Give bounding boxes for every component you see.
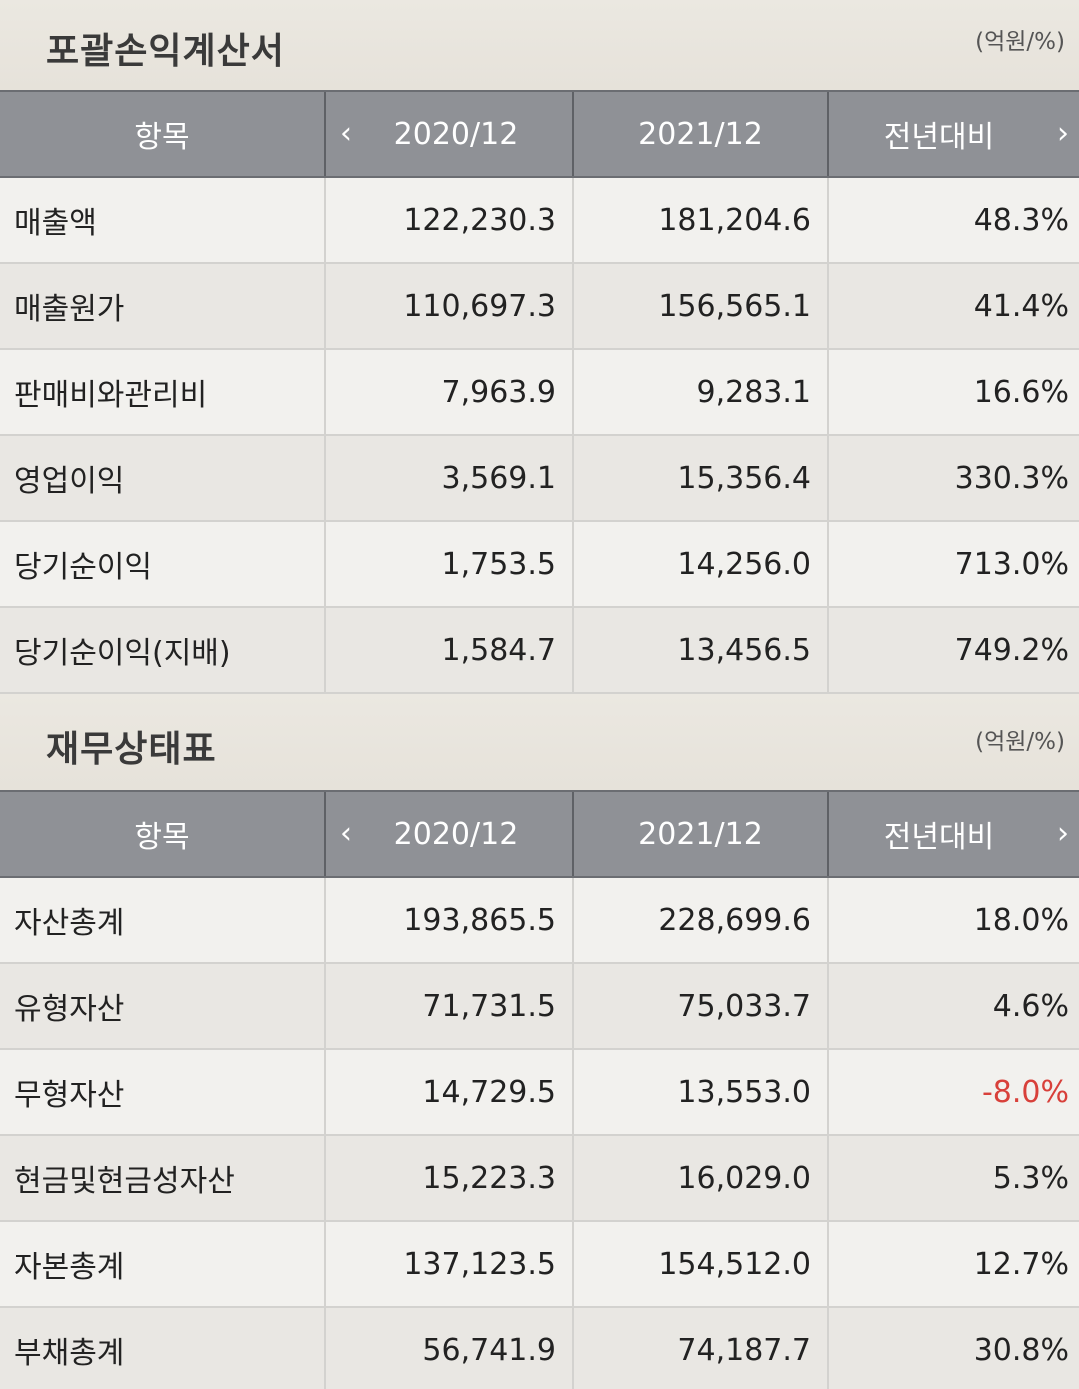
value-2020: 1,753.5: [324, 521, 573, 608]
row-label: 자본총계: [0, 1221, 325, 1308]
value-yoy: 16.6%: [827, 349, 1079, 436]
balance-header-row: 항목 ‹ 2020/12 2021/12 전년대비 ›: [0, 790, 1079, 878]
value-2021: 75,033.7: [572, 963, 828, 1050]
balance-unit: (억원/%): [975, 729, 1065, 755]
value-2020: 14,729.5: [324, 1049, 573, 1136]
balance-section-header: 재무상태표 (억원/%): [0, 694, 1079, 790]
next-period-icon[interactable]: ›: [1057, 115, 1069, 151]
income-header-row: 항목 ‹ 2020/12 2021/12 전년대비 ›: [0, 90, 1079, 178]
balance-header-item: 항목: [0, 790, 325, 878]
prev-period-icon[interactable]: ‹: [340, 815, 352, 851]
value-2021: 154,512.0: [572, 1221, 828, 1308]
value-2020: 56,741.9: [324, 1307, 573, 1389]
table-row: 매출액 122,230.3 181,204.6 48.3%: [0, 177, 1079, 264]
income-unit: (억원/%): [975, 29, 1065, 55]
value-2020: 193,865.5: [324, 877, 573, 964]
value-yoy: 749.2%: [827, 607, 1079, 694]
row-label: 영업이익: [0, 435, 325, 522]
row-label: 당기순이익: [0, 521, 325, 608]
value-2021: 15,356.4: [572, 435, 828, 522]
row-label: 판매비와관리비: [0, 349, 325, 436]
income-section-header: 포괄손익계산서 (억원/%): [0, 0, 1079, 90]
value-yoy: 18.0%: [827, 877, 1079, 964]
table-row: 부채총계 56,741.9 74,187.7 30.8%: [0, 1307, 1079, 1389]
row-label: 자산총계: [0, 877, 325, 964]
table-row: 판매비와관리비 7,963.9 9,283.1 16.6%: [0, 349, 1079, 436]
row-label: 매출액: [0, 177, 325, 264]
value-2021: 13,553.0: [572, 1049, 828, 1136]
table-row: 영업이익 3,569.1 15,356.4 330.3%: [0, 435, 1079, 522]
value-yoy: 5.3%: [827, 1135, 1079, 1222]
value-yoy: 4.6%: [827, 963, 1079, 1050]
value-2021: 14,256.0: [572, 521, 828, 608]
table-row: 자본총계 137,123.5 154,512.0 12.7%: [0, 1221, 1079, 1308]
row-label: 부채총계: [0, 1307, 325, 1389]
value-2020: 110,697.3: [324, 263, 573, 350]
value-2021: 9,283.1: [572, 349, 828, 436]
income-title: 포괄손익계산서: [46, 31, 285, 72]
income-header-item: 항목: [0, 90, 325, 178]
value-2021: 228,699.6: [572, 877, 828, 964]
value-yoy: -8.0%: [827, 1049, 1079, 1136]
income-header-2021: 2021/12: [572, 90, 828, 178]
balance-table: 항목 ‹ 2020/12 2021/12 전년대비 › 자산총계 193,865.…: [0, 790, 1079, 1389]
table-row: 자산총계 193,865.5 228,699.6 18.0%: [0, 877, 1079, 964]
value-2021: 13,456.5: [572, 607, 828, 694]
value-2020: 122,230.3: [324, 177, 573, 264]
value-2020: 1,584.7: [324, 607, 573, 694]
value-yoy: 41.4%: [827, 263, 1079, 350]
value-yoy: 12.7%: [827, 1221, 1079, 1308]
prev-period-icon[interactable]: ‹: [340, 115, 352, 151]
table-row: 현금및현금성자산 15,223.3 16,029.0 5.3%: [0, 1135, 1079, 1222]
balance-header-2021: 2021/12: [572, 790, 828, 878]
value-yoy: 713.0%: [827, 521, 1079, 608]
row-label: 유형자산: [0, 963, 325, 1050]
value-yoy: 330.3%: [827, 435, 1079, 522]
value-2020: 15,223.3: [324, 1135, 573, 1222]
table-row: 무형자산 14,729.5 13,553.0 -8.0%: [0, 1049, 1079, 1136]
value-2021: 156,565.1: [572, 263, 828, 350]
table-row: 당기순이익(지배) 1,584.7 13,456.5 749.2%: [0, 607, 1079, 694]
value-2020: 7,963.9: [324, 349, 573, 436]
table-row: 유형자산 71,731.5 75,033.7 4.6%: [0, 963, 1079, 1050]
value-2020: 137,123.5: [324, 1221, 573, 1308]
balance-header-2020: ‹ 2020/12: [324, 790, 573, 878]
row-label: 무형자산: [0, 1049, 325, 1136]
value-2021: 16,029.0: [572, 1135, 828, 1222]
value-2021: 74,187.7: [572, 1307, 828, 1389]
table-row: 매출원가 110,697.3 156,565.1 41.4%: [0, 263, 1079, 350]
income-table: 항목 ‹ 2020/12 2021/12 전년대비 › 매출액 122,230.3…: [0, 90, 1079, 694]
value-2021: 181,204.6: [572, 177, 828, 264]
row-label: 매출원가: [0, 263, 325, 350]
table-row: 당기순이익 1,753.5 14,256.0 713.0%: [0, 521, 1079, 608]
balance-header-yoy: 전년대비 ›: [827, 790, 1079, 878]
income-header-yoy: 전년대비 ›: [827, 90, 1079, 178]
balance-title: 재무상태표: [46, 729, 217, 770]
income-header-2020: ‹ 2020/12: [324, 90, 573, 178]
value-yoy: 48.3%: [827, 177, 1079, 264]
value-yoy: 30.8%: [827, 1307, 1079, 1389]
next-period-icon[interactable]: ›: [1057, 815, 1069, 851]
row-label: 현금및현금성자산: [0, 1135, 325, 1222]
value-2020: 3,569.1: [324, 435, 573, 522]
value-2020: 71,731.5: [324, 963, 573, 1050]
row-label: 당기순이익(지배): [0, 607, 325, 694]
